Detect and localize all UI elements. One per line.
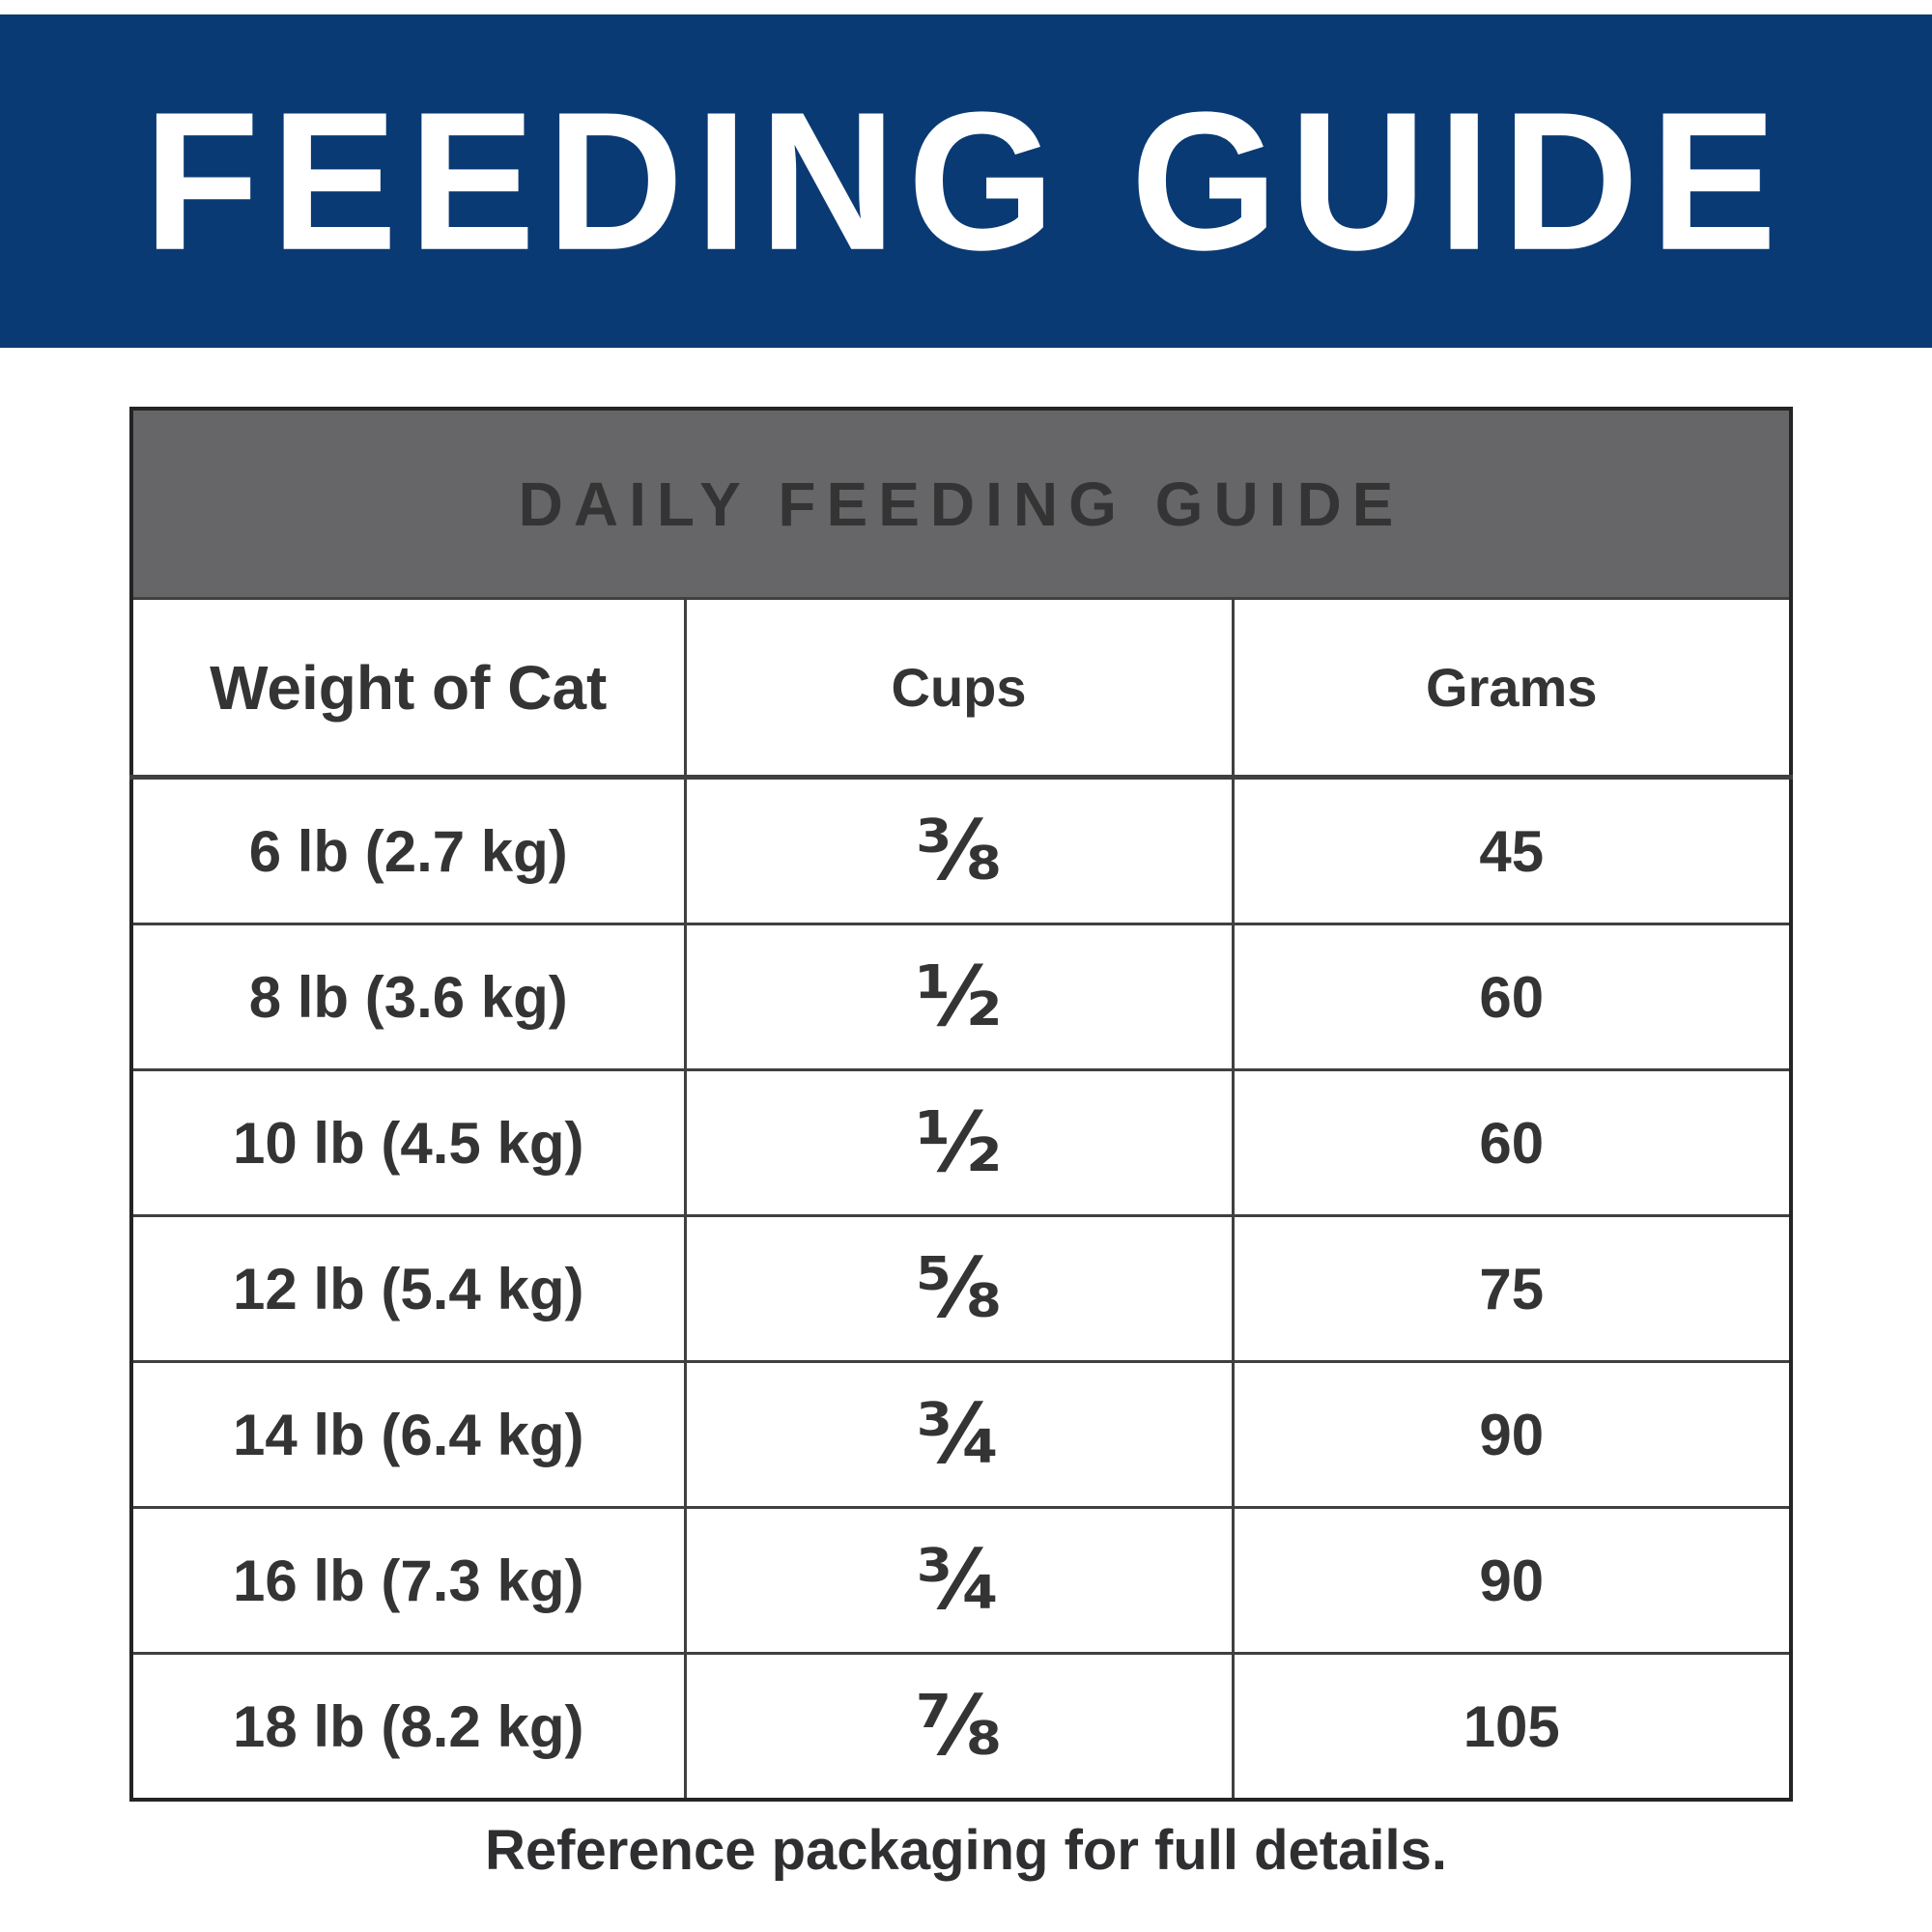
column-header-weight: Weight of Cat — [129, 597, 687, 780]
cell-cups: ⅞ — [683, 1652, 1235, 1802]
table-caption-row: DAILY FEEDING GUIDE — [129, 407, 1793, 600]
table-row: 14 lb (6.4 kg) ¾ 90 — [129, 1360, 1793, 1509]
table-row: 16 lb (7.3 kg) ¾ 90 — [129, 1506, 1793, 1655]
table-row: 8 lb (3.6 kg) ½ 60 — [129, 923, 1793, 1071]
table-row: 12 lb (5.4 kg) ⅝ 75 — [129, 1214, 1793, 1363]
table-row: 10 lb (4.5 kg) ½ 60 — [129, 1068, 1793, 1217]
cell-weight: 8 lb (3.6 kg) — [129, 923, 687, 1071]
footer-note: Reference packaging for full details. — [485, 1819, 1447, 1882]
table-header-row: Weight of Cat Cups Grams — [129, 597, 1793, 780]
page-title: FEEDING GUIDE — [143, 71, 1789, 292]
cell-grams: 90 — [1231, 1360, 1793, 1509]
cell-weight: 18 lb (8.2 kg) — [129, 1652, 687, 1802]
cell-grams: 105 — [1231, 1652, 1793, 1802]
table-row: 18 lb (8.2 kg) ⅞ 105 — [129, 1652, 1793, 1802]
cell-cups: ⅜ — [683, 776, 1235, 925]
table-caption: DAILY FEEDING GUIDE — [129, 407, 1793, 600]
column-header-cups: Cups — [683, 597, 1235, 780]
daily-feeding-guide-table-container: DAILY FEEDING GUIDE Weight of Cat Cups G… — [129, 407, 1793, 1802]
feeding-guide-banner: FEEDING GUIDE — [0, 14, 1932, 348]
column-header-grams: Grams — [1231, 597, 1793, 780]
cell-cups: ½ — [683, 1068, 1235, 1217]
cell-cups: ¾ — [683, 1506, 1235, 1655]
cell-weight: 16 lb (7.3 kg) — [129, 1506, 687, 1655]
cell-weight: 14 lb (6.4 kg) — [129, 1360, 687, 1509]
cell-cups: ¾ — [683, 1360, 1235, 1509]
cell-cups: ½ — [683, 923, 1235, 1071]
cell-cups: ⅝ — [683, 1214, 1235, 1363]
daily-feeding-guide-table: DAILY FEEDING GUIDE Weight of Cat Cups G… — [129, 407, 1793, 1802]
cell-weight: 6 lb (2.7 kg) — [129, 776, 687, 925]
cell-grams: 60 — [1231, 1068, 1793, 1217]
cell-grams: 75 — [1231, 1214, 1793, 1363]
table-row: 6 lb (2.7 kg) ⅜ 45 — [129, 776, 1793, 925]
cell-grams: 60 — [1231, 923, 1793, 1071]
cell-weight: 10 lb (4.5 kg) — [129, 1068, 687, 1217]
cell-grams: 90 — [1231, 1506, 1793, 1655]
cell-grams: 45 — [1231, 776, 1793, 925]
cell-weight: 12 lb (5.4 kg) — [129, 1214, 687, 1363]
